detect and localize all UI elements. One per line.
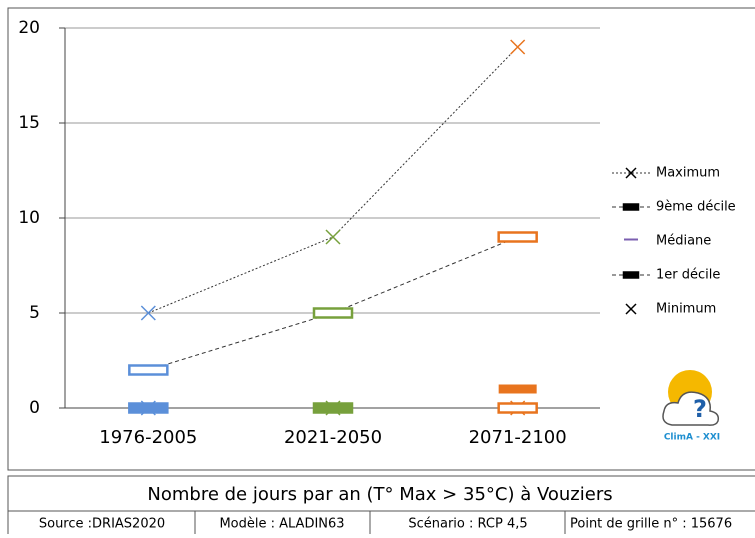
legend-marker (625, 167, 637, 179)
y-tick-label: 0 (29, 398, 40, 418)
chart-border (7, 7, 755, 471)
footer-cell: Point de grille n° : 15676 (570, 517, 732, 532)
y-tick-label: 5 (29, 303, 40, 323)
footer-cell: Source :DRIAS2020 (39, 517, 165, 532)
legend-label: Minimum (656, 302, 716, 317)
legend-marker (625, 303, 637, 315)
legend-marker (624, 238, 638, 241)
x-tick-label: 1976-2005 (99, 427, 197, 448)
box-marker (498, 384, 537, 394)
logo-mark: ? (693, 395, 707, 423)
footer-cell: Scénario : RCP 4,5 (408, 517, 527, 532)
footer-border (7, 475, 755, 538)
box-marker (314, 403, 352, 413)
x-tick-label: 2021-2050 (284, 427, 382, 448)
footer-title: Nombre de jours par an (T° Max > 35°C) à… (147, 484, 612, 505)
box-marker (128, 364, 169, 376)
x-tick-label: 2071-2100 (469, 427, 567, 448)
box-marker (129, 403, 168, 413)
footer-cell: Modèle : ALADIN63 (219, 517, 344, 532)
series-line (148, 236, 518, 371)
logo: ? ClimA - XXI (662, 370, 720, 443)
legend-label: Maximum (656, 166, 720, 181)
legend-marker (622, 271, 640, 279)
cross-marker (325, 229, 341, 245)
legend-label: Médiane (656, 234, 711, 249)
legend-label: 1er décile (656, 268, 720, 283)
y-tick-label: 10 (18, 208, 40, 228)
y-tick-label: 20 (18, 18, 40, 38)
y-tick-label: 15 (18, 113, 40, 133)
box-marker (497, 231, 538, 243)
legend-label: 9ème décile (656, 200, 736, 215)
cross-marker (140, 305, 156, 321)
logo-text: ClimA - XXI (664, 433, 720, 443)
series-line (148, 46, 519, 314)
box-marker (312, 307, 354, 319)
cross-marker (510, 39, 526, 55)
legend-marker (622, 203, 640, 211)
box-marker (497, 402, 538, 414)
logo-cloud (662, 391, 720, 426)
